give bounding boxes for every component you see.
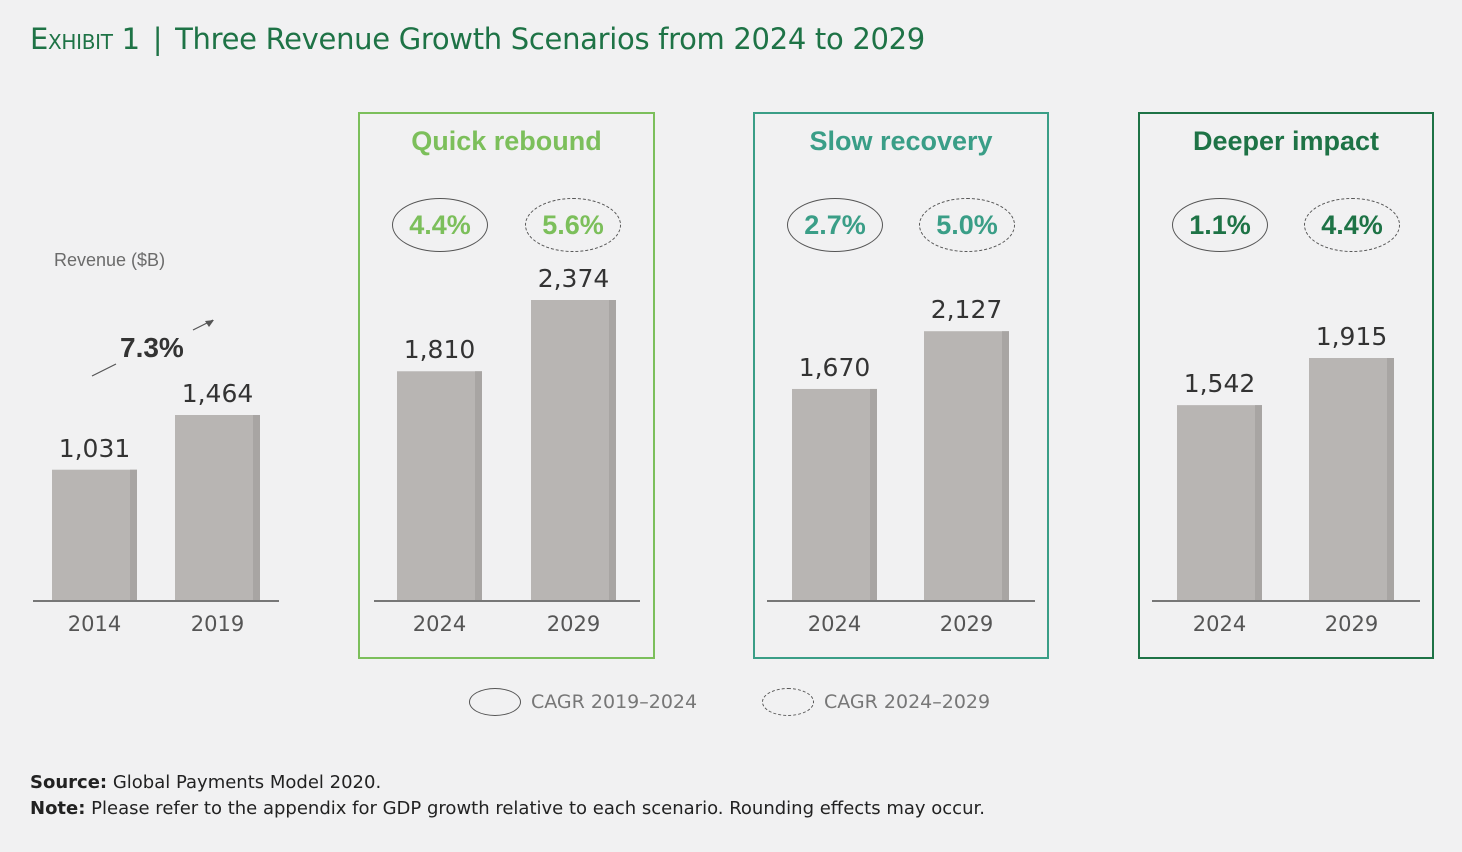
deeper-baseline [1152, 600, 1420, 602]
value-label-quick-2029: 2,374 [537, 264, 610, 293]
legend-solid-ellipse-icon [469, 688, 521, 716]
note-label: Note: [30, 798, 86, 819]
growth-arrow-head-icon [205, 320, 214, 327]
x-tick-quick-2029: 2029 [546, 612, 601, 636]
bar-deeper-2024 [1177, 405, 1262, 600]
bar-slow-2029 [924, 331, 1009, 600]
historical-baseline [33, 600, 279, 602]
value-label-deeper-2024: 1,542 [1183, 369, 1256, 399]
source-label: Source: [30, 772, 108, 793]
x-tick-deeper-2024: 2024 [1192, 612, 1247, 636]
bar-historical-2014 [52, 469, 137, 600]
title-text: Three Revenue Growth Scenarios from 2024… [175, 22, 925, 56]
bar-quick-2029 [531, 300, 616, 600]
value-label-historical-2014: 1,031 [58, 433, 131, 463]
source-text: Global Payments Model 2020. [107, 772, 382, 793]
deeper-impact-panel [1138, 112, 1434, 659]
quick-cagr-2024-2029: 5.6% [525, 198, 621, 252]
value-label-quick-2024: 1,810 [403, 335, 476, 365]
legend-solid: CAGR 2019–2024 [469, 688, 697, 716]
x-tick-historical-2014: 2014 [67, 612, 122, 636]
x-tick-slow-2024: 2024 [807, 612, 862, 636]
legend-solid-label: CAGR 2019–2024 [531, 691, 698, 713]
note-text: Please refer to the appendix for GDP gro… [85, 798, 985, 819]
quick-rebound-title: Quick rebound [411, 126, 602, 156]
historical-cagr-label: 7.3% [120, 332, 184, 363]
slow-baseline [767, 600, 1035, 602]
bar-historical-2019 [175, 414, 260, 600]
growth-arrow-tail [91, 363, 117, 377]
bar-deeper-2029 [1309, 358, 1394, 600]
deeper-cagr-2024-2029: 4.4% [1304, 198, 1400, 252]
exhibit-label: Exhibit 1 [30, 22, 140, 56]
deeper-impact-title: Deeper impact [1192, 126, 1380, 156]
x-tick-deeper-2029: 2029 [1324, 612, 1379, 636]
legend-dashed-label: CAGR 2024–2029 [824, 691, 991, 713]
bar-quick-2024 [397, 371, 482, 600]
x-tick-slow-2029: 2029 [939, 612, 994, 636]
slow-recovery-panel [753, 112, 1049, 659]
slow-cagr-2024-2029: 5.0% [919, 198, 1015, 252]
legend-dashed-ellipse-icon [762, 688, 814, 716]
source-line: Source: Global Payments Model 2020. [30, 772, 381, 793]
x-tick-historical-2019: 2019 [190, 612, 245, 636]
x-tick-quick-2024: 2024 [412, 612, 467, 636]
quick-rebound-panel [358, 112, 655, 659]
quick-cagr-2019-2024: 4.4% [392, 198, 488, 252]
slow-cagr-2019-2024: 2.7% [787, 198, 883, 252]
title-separator: | [152, 22, 163, 56]
bar-slow-2024 [792, 388, 877, 600]
y-axis-label: Revenue ($B) [54, 250, 166, 270]
value-label-slow-2029: 2,127 [930, 295, 1003, 325]
quick-baseline [374, 600, 640, 602]
value-label-slow-2024: 1,670 [798, 352, 871, 382]
legend-dashed: CAGR 2024–2029 [762, 688, 990, 716]
deeper-cagr-2019-2024: 1.1% [1172, 198, 1268, 252]
chart-title: Exhibit 1 | Three Revenue Growth Scenari… [30, 22, 925, 56]
slow-recovery-title: Slow recovery [809, 126, 993, 156]
value-label-historical-2019: 1,464 [181, 378, 254, 408]
note-line: Note: Please refer to the appendix for G… [30, 798, 985, 819]
value-label-deeper-2029: 1,915 [1315, 322, 1388, 351]
